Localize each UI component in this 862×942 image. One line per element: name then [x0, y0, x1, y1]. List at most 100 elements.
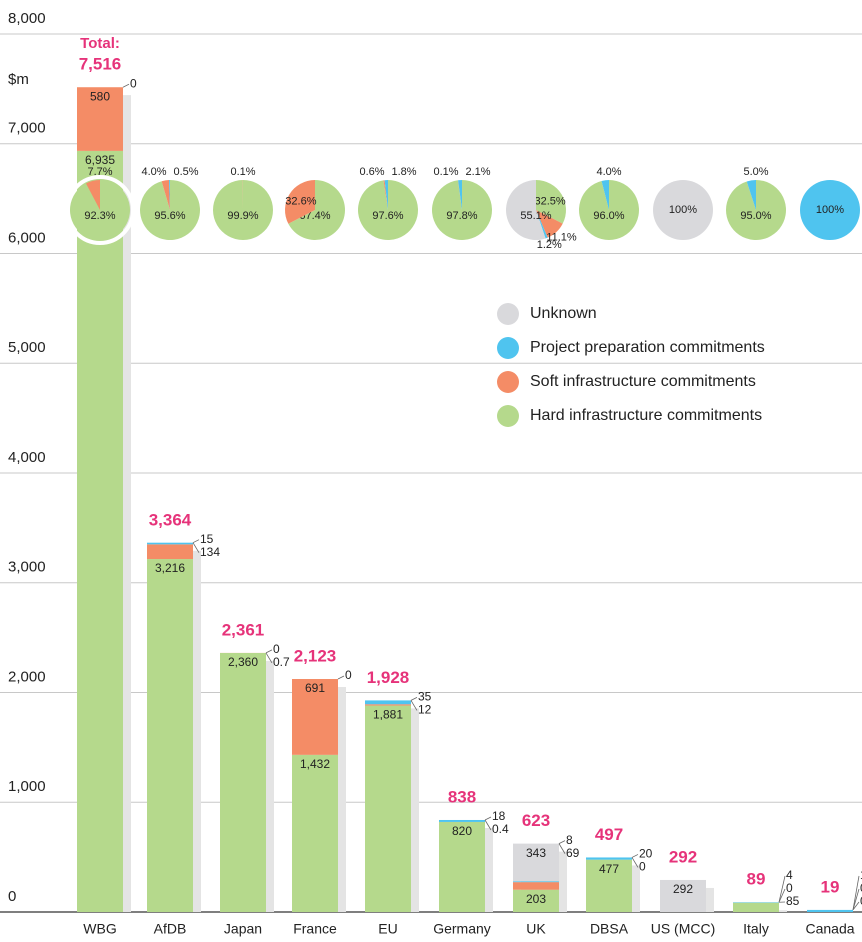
data-label: 0	[345, 668, 352, 682]
legend-label: Unknown	[530, 305, 597, 322]
bar-segment	[513, 881, 559, 883]
total-label: 3,364	[149, 510, 192, 529]
data-label: 820	[452, 824, 472, 838]
pie-label: 95.6%	[154, 210, 185, 222]
bar-segment	[147, 544, 193, 560]
bar-segment	[513, 843, 559, 882]
bar-segment	[586, 857, 632, 860]
pie-label: 96.0%	[593, 210, 624, 222]
pie-label: 0.6%	[359, 166, 384, 178]
pie-slice	[383, 180, 388, 210]
pie-label: 97.8%	[446, 210, 477, 222]
bar-segment	[77, 150, 123, 913]
callout-line	[484, 816, 492, 821]
bar-segment	[513, 882, 559, 890]
pie-slice	[601, 180, 609, 210]
pie-slice	[457, 180, 462, 210]
pie-slice	[506, 180, 546, 240]
data-label: 0	[639, 860, 646, 874]
data-label: 477	[599, 862, 619, 876]
pie-label: 95.0%	[740, 210, 771, 222]
pie-label: 11.1%	[546, 231, 577, 243]
x-tick-label: AfDB	[154, 921, 187, 937]
data-label: 0	[860, 881, 862, 895]
callout-line	[484, 819, 492, 831]
data-label: 0.4	[492, 822, 509, 836]
pie-slice	[536, 210, 548, 239]
bar-segment	[586, 859, 632, 912]
data-label: 134	[200, 545, 220, 559]
callout-line	[631, 854, 639, 858]
data-label: 343	[526, 846, 546, 860]
pie-label: 0.5%	[173, 166, 198, 178]
total-label: 19	[821, 877, 840, 896]
data-label: 12	[418, 703, 432, 717]
pie-label: 4.0%	[141, 166, 166, 178]
pie-label: 1.8%	[391, 166, 416, 178]
callout-line	[265, 652, 273, 664]
legend-swatch	[497, 337, 519, 359]
pie-slice	[458, 180, 462, 210]
pie-ring	[65, 175, 135, 245]
bar-segment	[439, 819, 485, 822]
data-label: 2,360	[228, 655, 258, 669]
pie-label: 32.5%	[534, 195, 565, 207]
data-label: 4	[786, 868, 793, 882]
y-tick-label: 2,000	[8, 668, 46, 685]
total-label: 623	[522, 811, 550, 830]
data-label: 203	[526, 892, 546, 906]
data-label: 18	[492, 809, 506, 823]
legend-label: Hard infrastructure commitments	[530, 407, 762, 424]
total-label: 1,928	[367, 668, 410, 687]
pie-slice	[212, 180, 273, 240]
data-label: 0	[130, 76, 137, 90]
total-label: 2,123	[294, 646, 337, 665]
x-tick-label: US (MCC)	[651, 921, 716, 937]
pie-slice	[800, 180, 860, 240]
legend-label: Soft infrastructure commitments	[530, 373, 756, 390]
callout-line	[558, 840, 566, 844]
pie-label: 0.1%	[433, 166, 458, 178]
pie-label: 100%	[816, 204, 844, 216]
pie-slice	[285, 180, 315, 224]
pie-slice	[161, 180, 170, 210]
callout-line	[778, 888, 786, 903]
data-label: 35	[418, 690, 432, 704]
bar-segment	[513, 889, 559, 912]
bar-segment	[660, 879, 706, 912]
bar-segment	[365, 705, 411, 912]
callout-line	[631, 857, 639, 868]
data-label: 0	[786, 881, 793, 895]
bar-segment	[147, 542, 193, 545]
y-tick-label: 8,000	[8, 10, 46, 27]
y-tick-label: 1,000	[8, 778, 46, 795]
pie-slice	[579, 180, 640, 241]
pie-slice	[384, 180, 388, 210]
pie-slice	[746, 180, 756, 210]
data-label: 0.7	[273, 655, 290, 669]
legend-swatch	[497, 371, 519, 393]
pie-slice	[169, 180, 170, 210]
data-label: 691	[305, 681, 325, 695]
y-tick-label: 7,000	[8, 120, 46, 137]
data-label: 20	[639, 847, 653, 861]
bar-segment	[365, 704, 411, 706]
pie-label: 1.2%	[537, 239, 562, 251]
pie-label: 4.0%	[596, 166, 621, 178]
data-label: 19	[860, 868, 862, 882]
pie-slice	[432, 180, 493, 240]
pie-slice	[140, 180, 200, 241]
x-tick-label: Canada	[805, 921, 854, 937]
bar-segment	[292, 679, 338, 755]
callout-line	[192, 539, 200, 544]
data-label: 1,881	[373, 708, 403, 722]
x-tick-label: WBG	[83, 921, 116, 937]
pie-label: 2.1%	[465, 166, 490, 178]
data-label: 0	[860, 894, 862, 908]
pie-slice	[70, 180, 130, 240]
callout-line	[852, 875, 860, 910]
total-label: 7,516	[79, 55, 122, 74]
y-axis-label: $m	[8, 71, 29, 88]
x-tick-label: Japan	[224, 921, 262, 937]
